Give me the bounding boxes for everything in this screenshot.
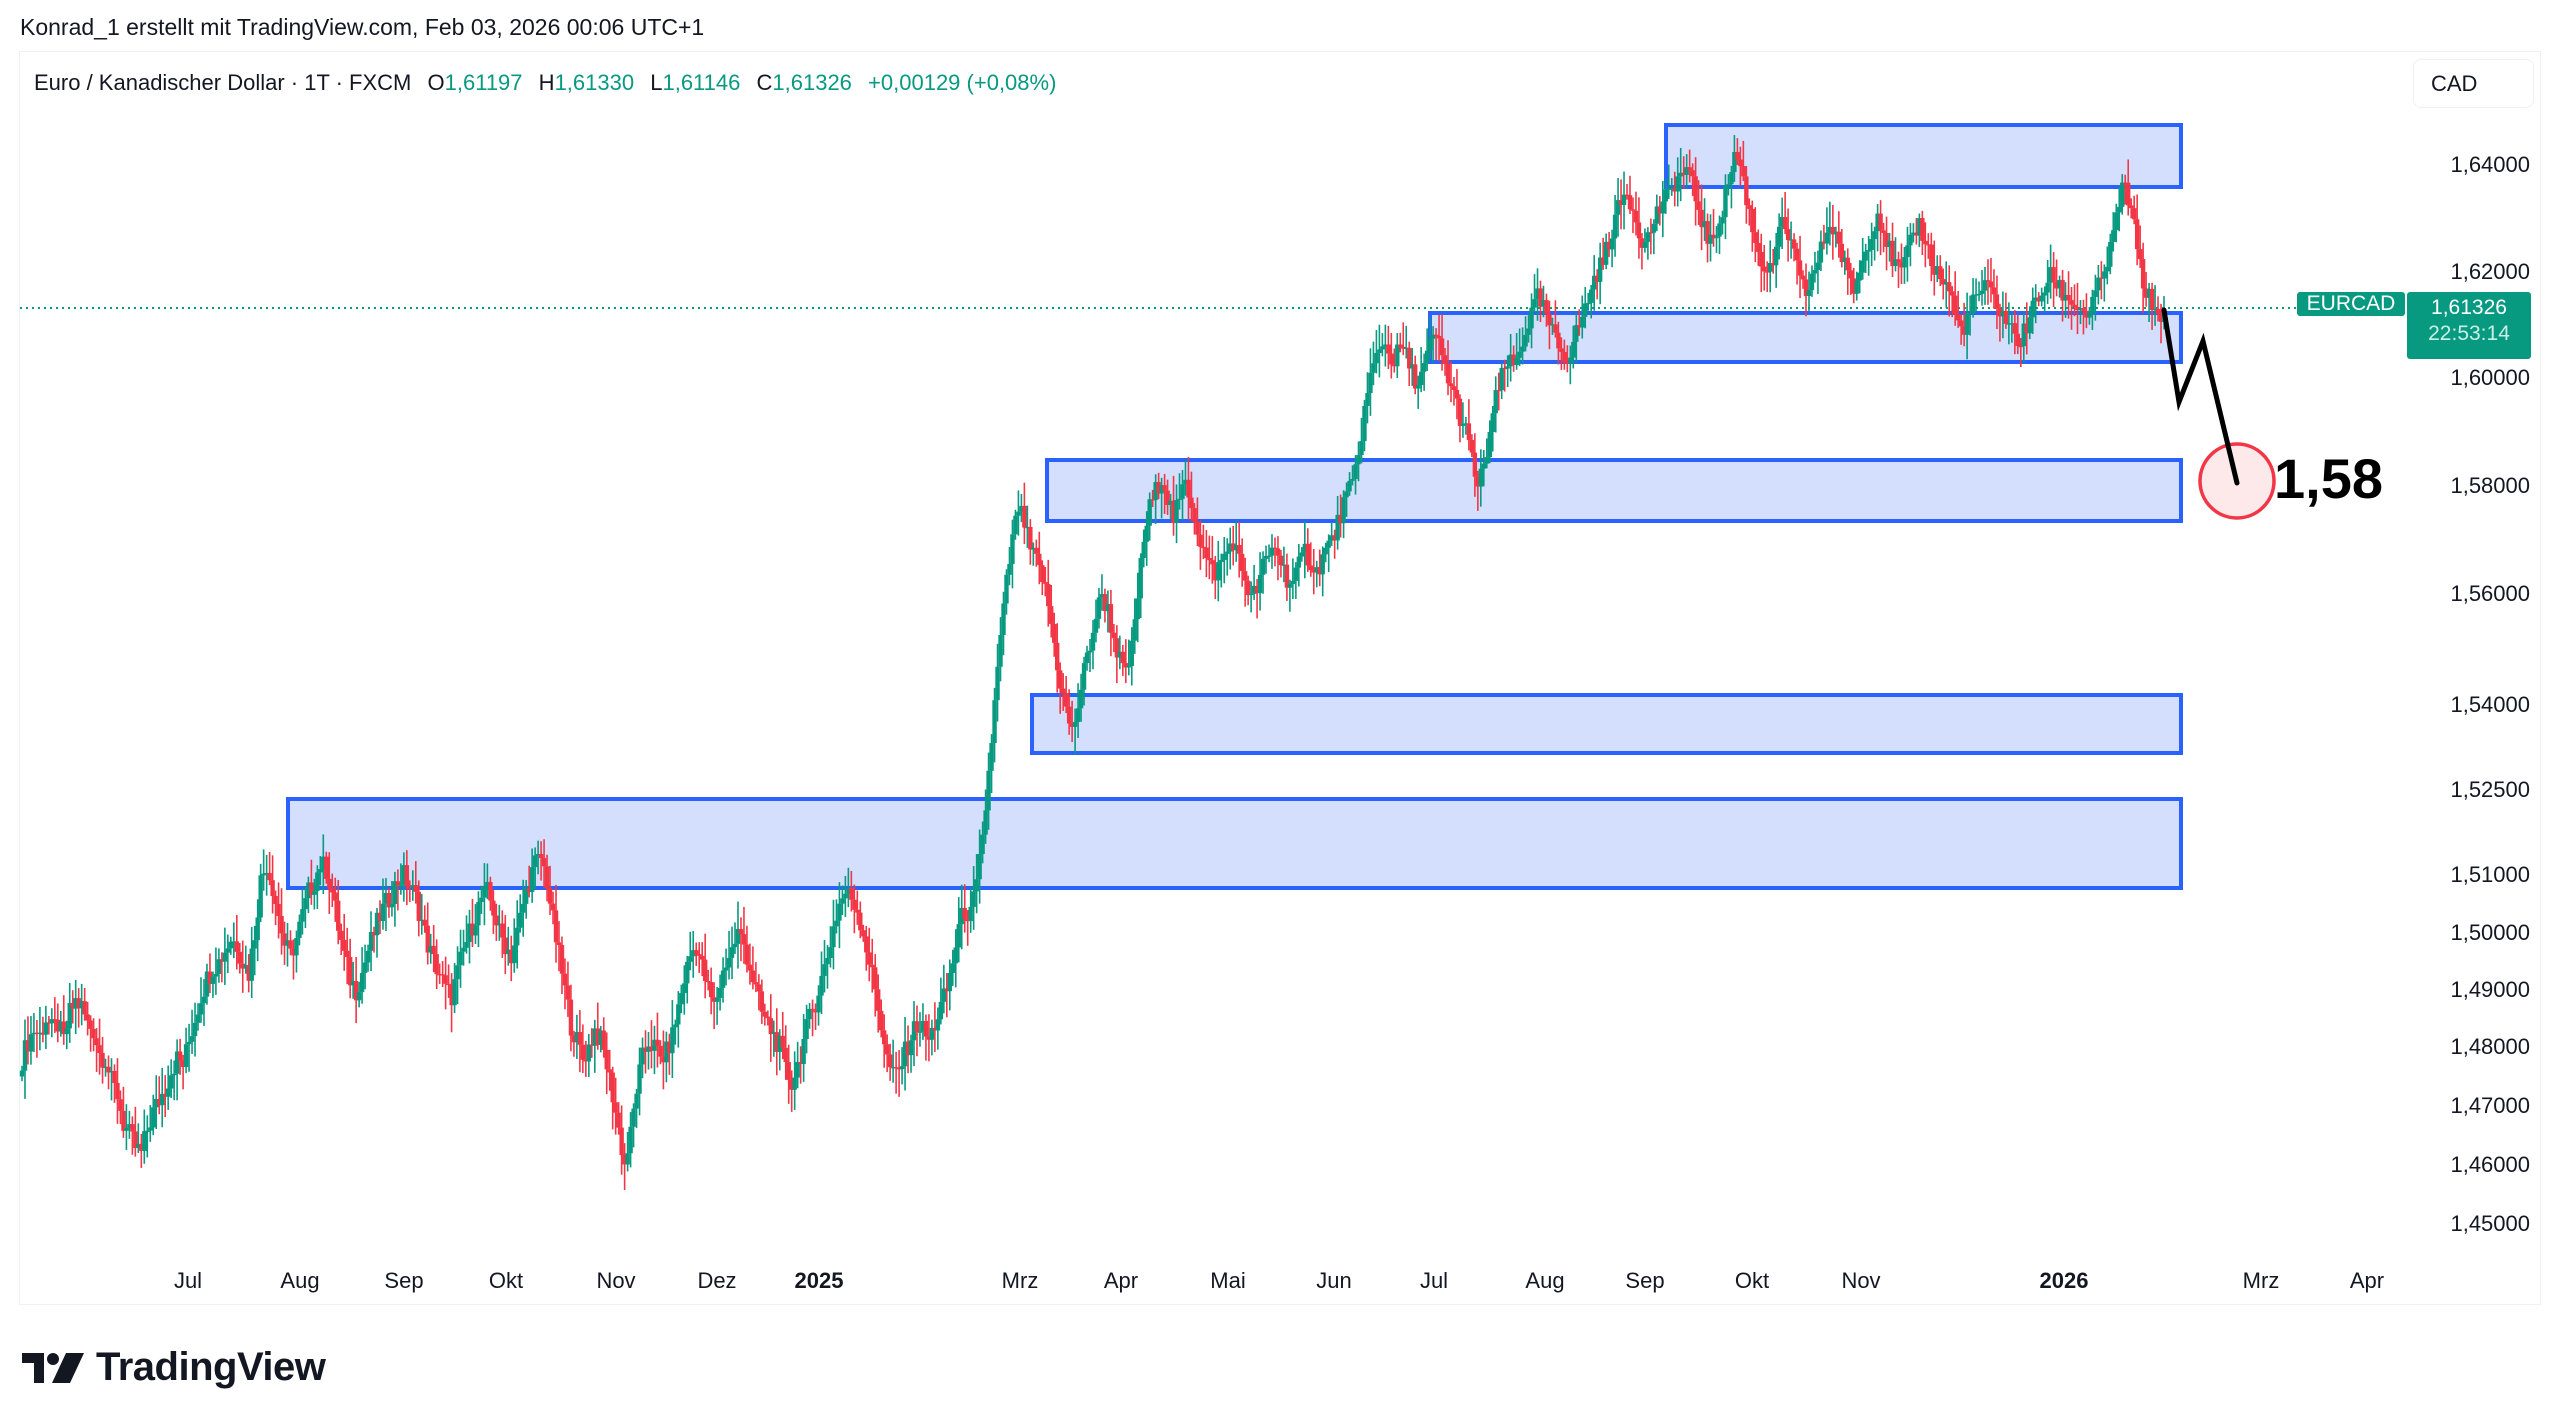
price-tick-label: 1,56000 — [2450, 581, 2530, 606]
open-value: 1,61197 — [444, 70, 523, 95]
time-tick-label: Aug — [1525, 1268, 1565, 1293]
target-price-label[interactable]: 1,58 — [2274, 447, 2383, 510]
chart-attribution: Konrad_1 erstellt mit TradingView.com, F… — [20, 14, 705, 40]
time-tick-label: Okt — [1734, 1268, 1770, 1293]
time-tick-label: Mai — [1210, 1268, 1246, 1293]
time-tick-label: Jun — [1316, 1268, 1352, 1293]
time-tick-label: Aug — [280, 1268, 320, 1293]
symbol-description: Euro / Kanadischer Dollar · 1T · FXCM — [34, 70, 412, 95]
symbol-legend: Euro / Kanadischer Dollar · 1T · FXCM O1… — [34, 70, 1056, 96]
support-zone-1-54[interactable] — [1030, 693, 2183, 755]
support-zone-1-51[interactable] — [286, 797, 2183, 890]
time-tick-label: Dez — [697, 1268, 737, 1293]
price-tick-label: 1,54000 — [2450, 692, 2530, 717]
resistance-zone-top[interactable] — [1664, 123, 2183, 189]
symbol-badge: EURCAD — [2297, 292, 2405, 316]
candles-layer — [19, 135, 2167, 1191]
close-value: 1,61326 — [772, 70, 852, 95]
high-value: 1,61330 — [554, 70, 635, 95]
price-tick-label: 1,46000 — [2450, 1152, 2530, 1177]
price-tick-label: 1,60000 — [2450, 365, 2530, 390]
currency-button[interactable]: CAD — [2413, 59, 2534, 108]
support-zone-1-58[interactable] — [1045, 458, 2183, 523]
time-tick-label: Mrz — [1001, 1268, 1039, 1293]
chart-frame — [19, 51, 2541, 1305]
last-price-badge: 1,61326 22:53:14 — [2407, 292, 2531, 359]
price-tick-label: 1,64000 — [2450, 152, 2530, 177]
drawings-layer — [2161, 307, 2276, 520]
time-tick-label: Jul — [1419, 1268, 1449, 1293]
support-zone-1-61[interactable] — [1428, 311, 2183, 364]
last-price-value: 1,61326 — [2431, 296, 2507, 319]
price-tick-label: 1,50000 — [2450, 920, 2530, 945]
time-tick-label: Nov — [1841, 1268, 1881, 1293]
time-tick-label: Nov — [596, 1268, 636, 1293]
open-label: O — [427, 70, 445, 95]
time-tick-label: Sep — [384, 1268, 424, 1293]
price-tick-label: 1,47000 — [2450, 1093, 2530, 1118]
price-tick-label: 1,52500 — [2450, 777, 2530, 802]
time-tick-label: 2025 — [794, 1268, 844, 1293]
close-label: C — [756, 70, 773, 95]
price-tick-label: 1,51000 — [2450, 862, 2530, 887]
price-tick-label: 1,58000 — [2450, 473, 2530, 498]
time-tick-label: Jul — [173, 1268, 203, 1293]
time-tick-label: Sep — [1625, 1268, 1665, 1293]
price-tick-label: 1,45000 — [2450, 1211, 2530, 1236]
price-tick-label: 1,48000 — [2450, 1034, 2530, 1059]
time-tick-label: Apr — [1103, 1268, 1139, 1293]
low-value: 1,61146 — [662, 70, 741, 95]
price-tick-label: 1,62000 — [2450, 259, 2530, 284]
change-value: +0,00129 (+0,08%) — [868, 70, 1057, 95]
time-tick-label: Mrz — [2242, 1268, 2280, 1293]
high-label: H — [538, 70, 555, 95]
time-tick-label: Apr — [2349, 1268, 2385, 1293]
tradingview-logo-icon — [22, 1352, 84, 1383]
currency-label: CAD — [2431, 70, 2478, 96]
time-tick-label: 2026 — [2039, 1268, 2089, 1293]
tradingview-logo[interactable]: TradingView — [22, 1345, 326, 1390]
low-label: L — [650, 70, 663, 95]
projection-zigzag-line[interactable] — [2161, 307, 2240, 486]
time-tick-label: Okt — [488, 1268, 524, 1293]
zones-layer — [286, 123, 2183, 890]
symbol-badge-label: EURCAD — [2306, 292, 2396, 315]
tradingview-wordmark: TradingView — [96, 1345, 326, 1389]
bar-countdown: 22:53:14 — [2428, 322, 2510, 345]
price-tick-label: 1,49000 — [2450, 977, 2530, 1002]
